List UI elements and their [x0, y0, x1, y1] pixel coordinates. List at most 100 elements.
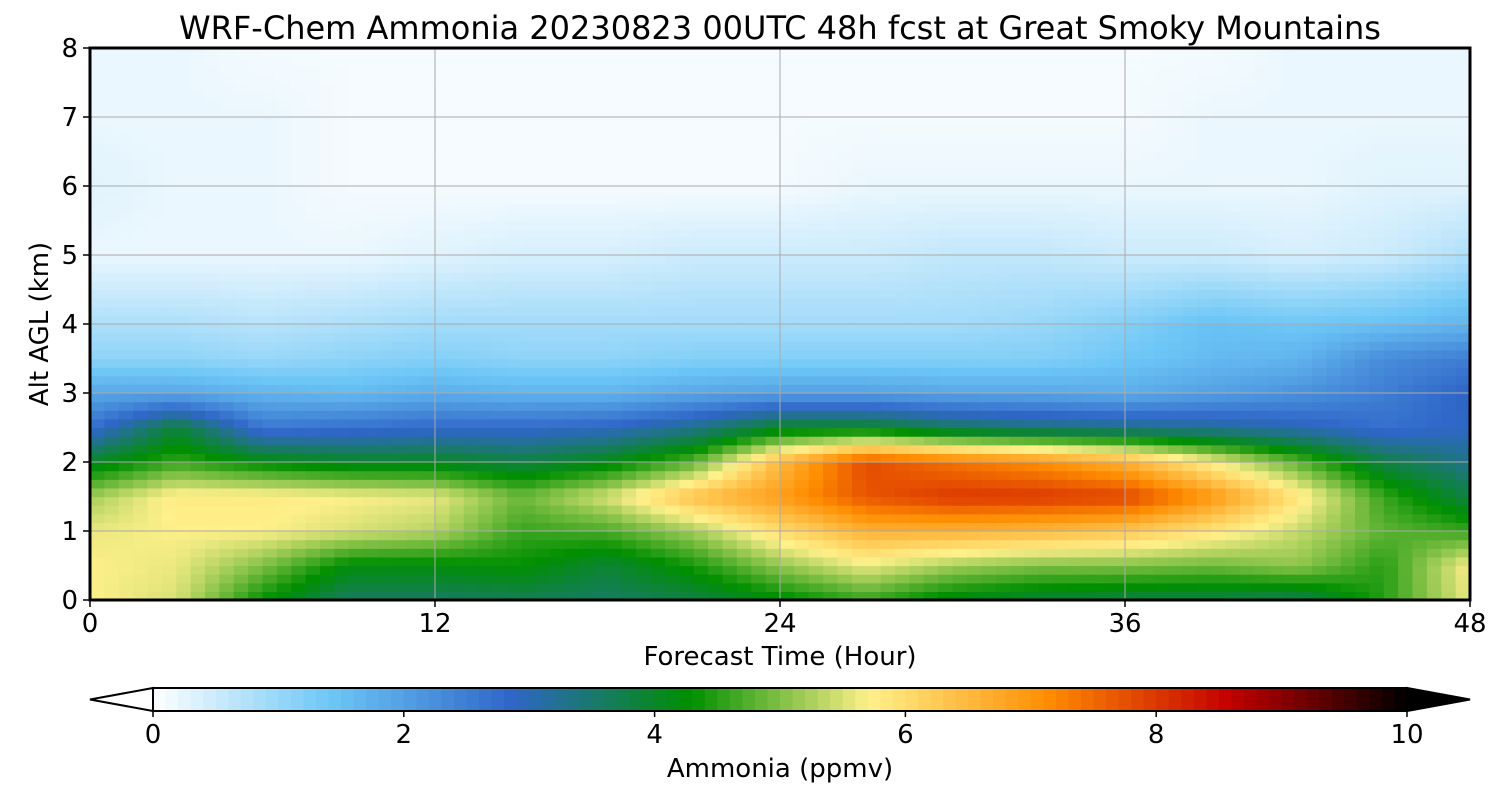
- heatmap-cell: [161, 237, 177, 247]
- heatmap-cell: [578, 237, 594, 247]
- heatmap-cell: [1326, 487, 1342, 498]
- heatmap-cell: [463, 211, 479, 222]
- heatmap-cell: [248, 255, 264, 265]
- heatmap-cell: [895, 418, 910, 429]
- heatmap-cell: [104, 479, 120, 489]
- heatmap-cell: [794, 574, 810, 584]
- heatmap-cell: [823, 194, 839, 204]
- heatmap-cell: [133, 246, 149, 256]
- heatmap-cell: [1455, 298, 1471, 308]
- heatmap-cell: [1125, 160, 1140, 170]
- heatmap-cell: [190, 211, 206, 222]
- heatmap-cell: [262, 289, 278, 299]
- heatmap-cell: [1153, 289, 1169, 299]
- heatmap-cell: [880, 341, 896, 351]
- heatmap-cell: [636, 151, 652, 161]
- heatmap-cell: [492, 151, 508, 161]
- heatmap-cell: [794, 246, 810, 256]
- heatmap-cell: [219, 160, 235, 170]
- heatmap-cell: [1355, 479, 1370, 489]
- heatmap-cell: [995, 272, 1011, 282]
- heatmap-cell: [363, 324, 379, 334]
- heatmap-cell: [449, 574, 465, 584]
- heatmap-cell: [1311, 255, 1327, 265]
- heatmap-cell: [866, 436, 882, 446]
- heatmap-cell: [866, 582, 882, 592]
- heatmap-cell: [780, 341, 795, 351]
- heatmap-cell: [1053, 367, 1069, 377]
- heatmap-cell: [492, 229, 508, 239]
- heatmap-cell: [981, 496, 997, 506]
- heatmap-cell: [406, 168, 422, 178]
- heatmap-cell: [1441, 531, 1457, 541]
- heatmap-cell: [492, 531, 508, 541]
- heatmap-cell: [219, 384, 235, 394]
- heatmap-cell: [478, 203, 494, 213]
- heatmap-cell: [291, 211, 307, 222]
- heatmap-cell: [708, 418, 724, 429]
- heatmap-cell: [435, 582, 450, 592]
- heatmap-cell: [765, 151, 781, 161]
- heatmap-cell: [449, 367, 465, 377]
- heatmap-cell: [1038, 168, 1054, 178]
- heatmap-cell: [161, 151, 177, 161]
- heatmap-cell: [1254, 393, 1270, 403]
- heatmap-cell: [1268, 453, 1284, 463]
- heatmap-cell: [1038, 591, 1054, 601]
- heatmap-cell: [722, 487, 738, 498]
- heatmap-cell: [938, 462, 954, 472]
- heatmap-cell: [1168, 324, 1184, 334]
- heatmap-cell: [751, 349, 767, 360]
- heatmap-cell: [794, 229, 810, 239]
- heatmap-cell: [895, 513, 910, 523]
- heatmap-cell: [219, 332, 235, 342]
- heatmap-cell: [621, 453, 637, 463]
- heatmap-cell: [679, 522, 695, 532]
- heatmap-cell: [262, 548, 278, 558]
- heatmap-cell: [248, 168, 264, 178]
- heatmap-cell: [1096, 358, 1112, 368]
- heatmap-cell: [780, 246, 795, 256]
- heatmap-cell: [708, 401, 724, 411]
- heatmap-cell: [1369, 220, 1385, 230]
- heatmap-cell: [621, 298, 637, 308]
- heatmap-cell: [1398, 393, 1414, 403]
- heatmap-cell: [751, 315, 767, 325]
- heatmap-cell: [895, 427, 910, 437]
- heatmap-cell: [1053, 255, 1069, 265]
- heatmap-cell: [1240, 548, 1255, 558]
- heatmap-cell: [823, 427, 839, 437]
- heatmap-cell: [1038, 393, 1054, 403]
- heatmap-cell: [607, 444, 623, 454]
- heatmap-cell: [334, 444, 350, 454]
- heatmap-cell: [981, 255, 997, 265]
- heatmap-cell: [794, 151, 810, 161]
- heatmap-cell: [1398, 453, 1414, 463]
- heatmap-cell: [1010, 444, 1025, 454]
- heatmap-cell: [377, 453, 393, 463]
- heatmap-cell: [1426, 496, 1442, 506]
- heatmap-cell: [161, 315, 177, 325]
- heatmap-cell: [837, 582, 853, 592]
- heatmap-cell: [636, 306, 652, 316]
- heatmap-cell: [276, 531, 292, 541]
- heatmap-cell: [1355, 289, 1370, 299]
- heatmap-cell: [1225, 531, 1241, 541]
- heatmap-cell: [1225, 289, 1241, 299]
- heatmap-cell: [1067, 332, 1083, 342]
- heatmap-cell: [1240, 410, 1255, 420]
- heatmap-cell: [377, 531, 393, 541]
- heatmap-cell: [1412, 255, 1428, 265]
- heatmap-cell: [535, 263, 551, 273]
- heatmap-cell: [1326, 470, 1342, 480]
- heatmap-cell: [966, 237, 982, 247]
- heatmap-cell: [420, 487, 436, 498]
- heatmap-cell: [449, 453, 465, 463]
- heatmap-cell: [636, 444, 652, 454]
- heatmap-cell: [1240, 151, 1255, 161]
- heatmap-cell: [1254, 160, 1270, 170]
- heatmap-cell: [1240, 384, 1255, 394]
- heatmap-cell: [665, 298, 680, 308]
- heatmap-cell: [564, 306, 580, 316]
- heatmap-cell: [1139, 186, 1155, 196]
